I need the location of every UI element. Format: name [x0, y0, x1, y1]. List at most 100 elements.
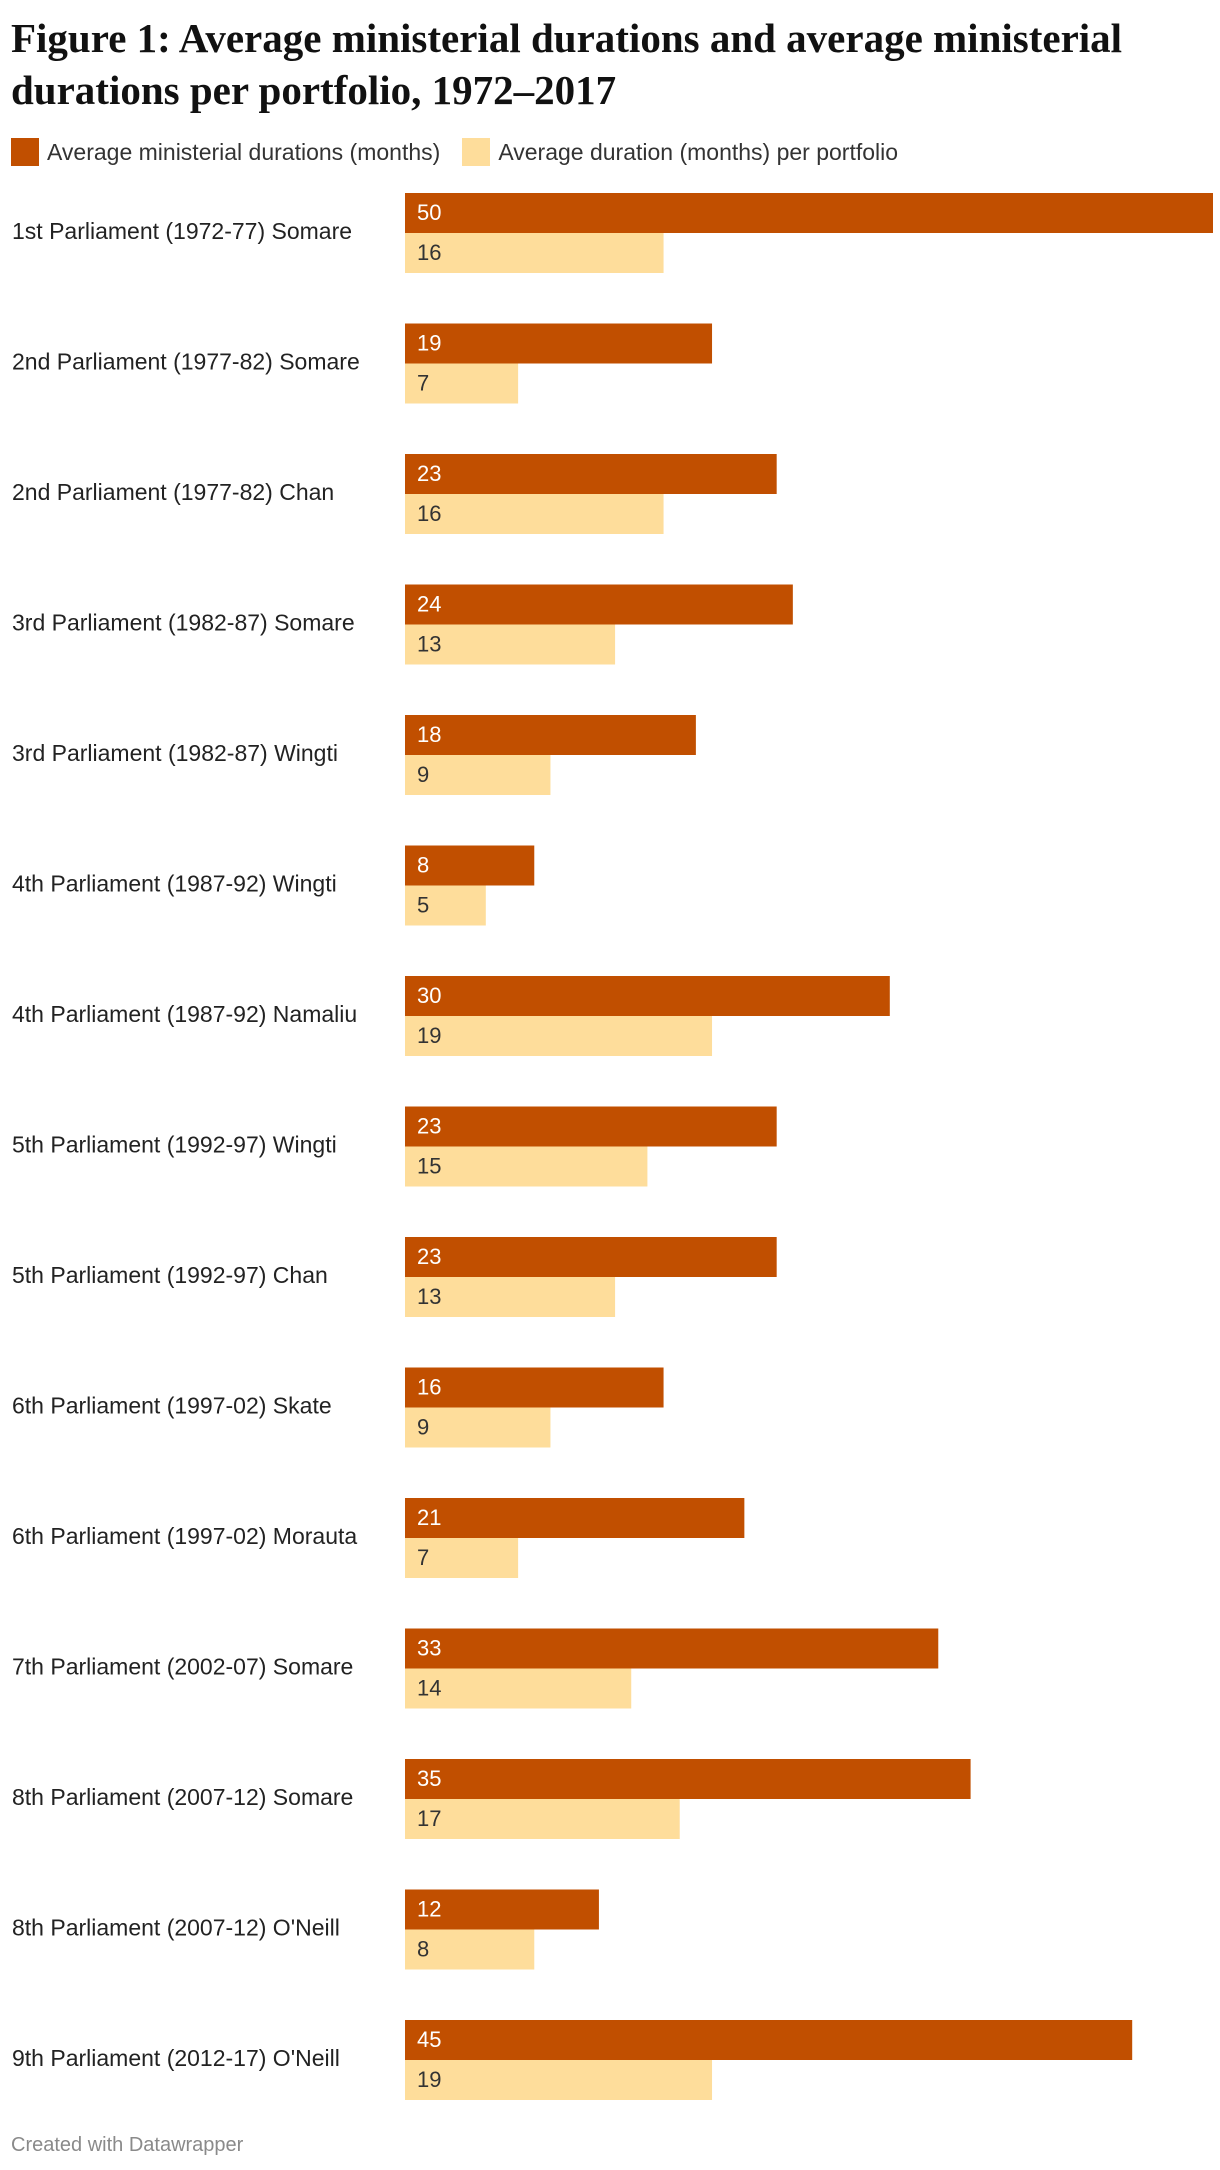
bar-group: 6th Parliament (1997-02) Skate 16 9 [12, 1367, 664, 1448]
bar-group: 5th Parliament (1992-97) Chan 23 13 [12, 1237, 777, 1317]
data-label-portfolio: 14 [417, 1675, 441, 1700]
bar-ministerial [405, 1628, 939, 1669]
bar-ministerial [405, 323, 713, 364]
data-label-ministerial: 23 [417, 1113, 441, 1138]
bar-ministerial [405, 1759, 971, 1799]
bar-ministerial [405, 2020, 1133, 2060]
data-label-ministerial: 30 [417, 983, 441, 1008]
bar-group: 4th Parliament (1987-92) Wingti 8 5 [12, 845, 535, 926]
category-label: 4th Parliament (1987-92) Namaliu [12, 1001, 357, 1027]
bar-portfolio [405, 1407, 551, 1448]
bar-portfolio [405, 1929, 535, 1970]
data-label-ministerial: 50 [417, 200, 441, 225]
data-label-ministerial: 8 [417, 852, 429, 877]
data-label-ministerial: 45 [417, 2027, 441, 2052]
category-label: 6th Parliament (1997-02) Skate [12, 1393, 332, 1419]
bar-portfolio [405, 624, 616, 665]
data-label-portfolio: 5 [417, 892, 429, 917]
bar-portfolio [405, 233, 664, 273]
bar-portfolio [405, 1799, 680, 1839]
category-label: 7th Parliament (2002-07) Somare [12, 1654, 353, 1680]
category-label: 2nd Parliament (1977-82) Chan [12, 479, 334, 505]
data-label-portfolio: 7 [417, 1545, 429, 1570]
bar-group: 3rd Parliament (1982-87) Wingti 18 9 [12, 715, 696, 795]
bar-portfolio [405, 1668, 632, 1709]
data-label-ministerial: 24 [417, 591, 441, 616]
category-label: 3rd Parliament (1982-87) Somare [12, 610, 355, 636]
category-label: 6th Parliament (1997-02) Morauta [12, 1523, 357, 1549]
bar-group: 2nd Parliament (1977-82) Chan 23 16 [12, 454, 777, 534]
data-label-ministerial: 33 [417, 1635, 441, 1660]
data-label-portfolio: 19 [417, 2067, 441, 2092]
data-label-ministerial: 19 [417, 330, 441, 355]
bar-ministerial [405, 1106, 777, 1147]
bar-ministerial [405, 454, 777, 494]
legend: Average ministerial durations (months) A… [11, 136, 920, 168]
bar-portfolio [405, 1016, 713, 1056]
bar-group: 7th Parliament (2002-07) Somare 33 14 [12, 1628, 939, 1709]
data-label-portfolio: 15 [417, 1153, 441, 1178]
legend-item-portfolio: Average duration (months) per portfolio [462, 138, 898, 166]
data-label-portfolio: 7 [417, 370, 429, 395]
legend-label-portfolio: Average duration (months) per portfolio [498, 138, 899, 165]
legend-label-ministerial: Average ministerial durations (months) [47, 138, 441, 165]
bar-ministerial [405, 1498, 745, 1538]
bar-portfolio [405, 2060, 713, 2100]
bar-ministerial [405, 845, 535, 886]
bar-portfolio [405, 885, 486, 926]
legend-item-ministerial: Average ministerial durations (months) [11, 138, 440, 166]
category-label: 3rd Parliament (1982-87) Wingti [12, 740, 338, 766]
data-label-ministerial: 16 [417, 1374, 441, 1399]
bar-ministerial [405, 1367, 664, 1408]
bar-portfolio [405, 1146, 648, 1187]
legend-swatch-ministerial [11, 138, 39, 166]
data-label-portfolio: 19 [417, 1023, 441, 1048]
data-label-ministerial: 23 [417, 461, 441, 486]
bar-portfolio [405, 1538, 519, 1578]
bar-ministerial [405, 1889, 599, 1930]
category-label: 5th Parliament (1992-97) Chan [12, 1262, 328, 1288]
category-label: 1st Parliament (1972-77) Somare [12, 218, 352, 244]
data-label-portfolio: 13 [417, 1284, 441, 1309]
bar-ministerial [405, 1237, 777, 1277]
data-label-portfolio: 9 [417, 762, 429, 787]
bar-portfolio [405, 1277, 616, 1317]
bar-ministerial [405, 976, 890, 1016]
legend-swatch-portfolio [462, 138, 491, 166]
data-label-ministerial: 18 [417, 722, 441, 747]
bar-group: 4th Parliament (1987-92) Namaliu 30 19 [12, 976, 890, 1056]
category-label: 2nd Parliament (1977-82) Somare [12, 349, 360, 375]
bar-portfolio [405, 755, 551, 795]
bar-group: 2nd Parliament (1977-82) Somare 19 7 [12, 323, 713, 404]
bar-group: 8th Parliament (2007-12) Somare 35 17 [12, 1759, 971, 1839]
data-label-portfolio: 9 [417, 1414, 429, 1439]
bar-group: 5th Parliament (1992-97) Wingti 23 15 [12, 1106, 777, 1187]
bar-ministerial [405, 193, 1213, 233]
footer-credit: Created with Datawrapper [11, 2134, 244, 2156]
data-label-portfolio: 16 [417, 501, 441, 526]
chart-title: Figure 1: Average ministerial durations … [11, 15, 1123, 113]
data-label-portfolio: 16 [417, 240, 441, 265]
data-label-ministerial: 21 [417, 1505, 441, 1530]
data-label-portfolio: 13 [417, 631, 441, 656]
bar-group: 1st Parliament (1972-77) Somare 50 16 [12, 193, 1213, 273]
data-label-portfolio: 8 [417, 1936, 429, 1961]
bar-group: 9th Parliament (2012-17) O'Neill 45 19 [12, 2020, 1133, 2100]
category-label: 8th Parliament (2007-12) O'Neill [12, 1915, 340, 1941]
bar-portfolio [405, 363, 519, 404]
data-label-ministerial: 23 [417, 1244, 441, 1269]
bar-group: 6th Parliament (1997-02) Morauta 21 7 [12, 1498, 745, 1578]
category-label: 8th Parliament (2007-12) Somare [12, 1784, 353, 1810]
bar-ministerial [405, 584, 793, 625]
category-label: 9th Parliament (2012-17) O'Neill [12, 2045, 340, 2071]
bar-portfolio [405, 494, 664, 534]
category-label: 5th Parliament (1992-97) Wingti [12, 1132, 337, 1158]
data-label-ministerial: 35 [417, 1766, 441, 1791]
bar-ministerial [405, 715, 696, 755]
data-label-portfolio: 17 [417, 1806, 441, 1831]
bar-group: 8th Parliament (2007-12) O'Neill 12 8 [12, 1889, 599, 1970]
category-label: 4th Parliament (1987-92) Wingti [12, 871, 337, 897]
bar-group: 3rd Parliament (1982-87) Somare 24 13 [12, 584, 793, 665]
data-label-ministerial: 12 [417, 1896, 441, 1921]
